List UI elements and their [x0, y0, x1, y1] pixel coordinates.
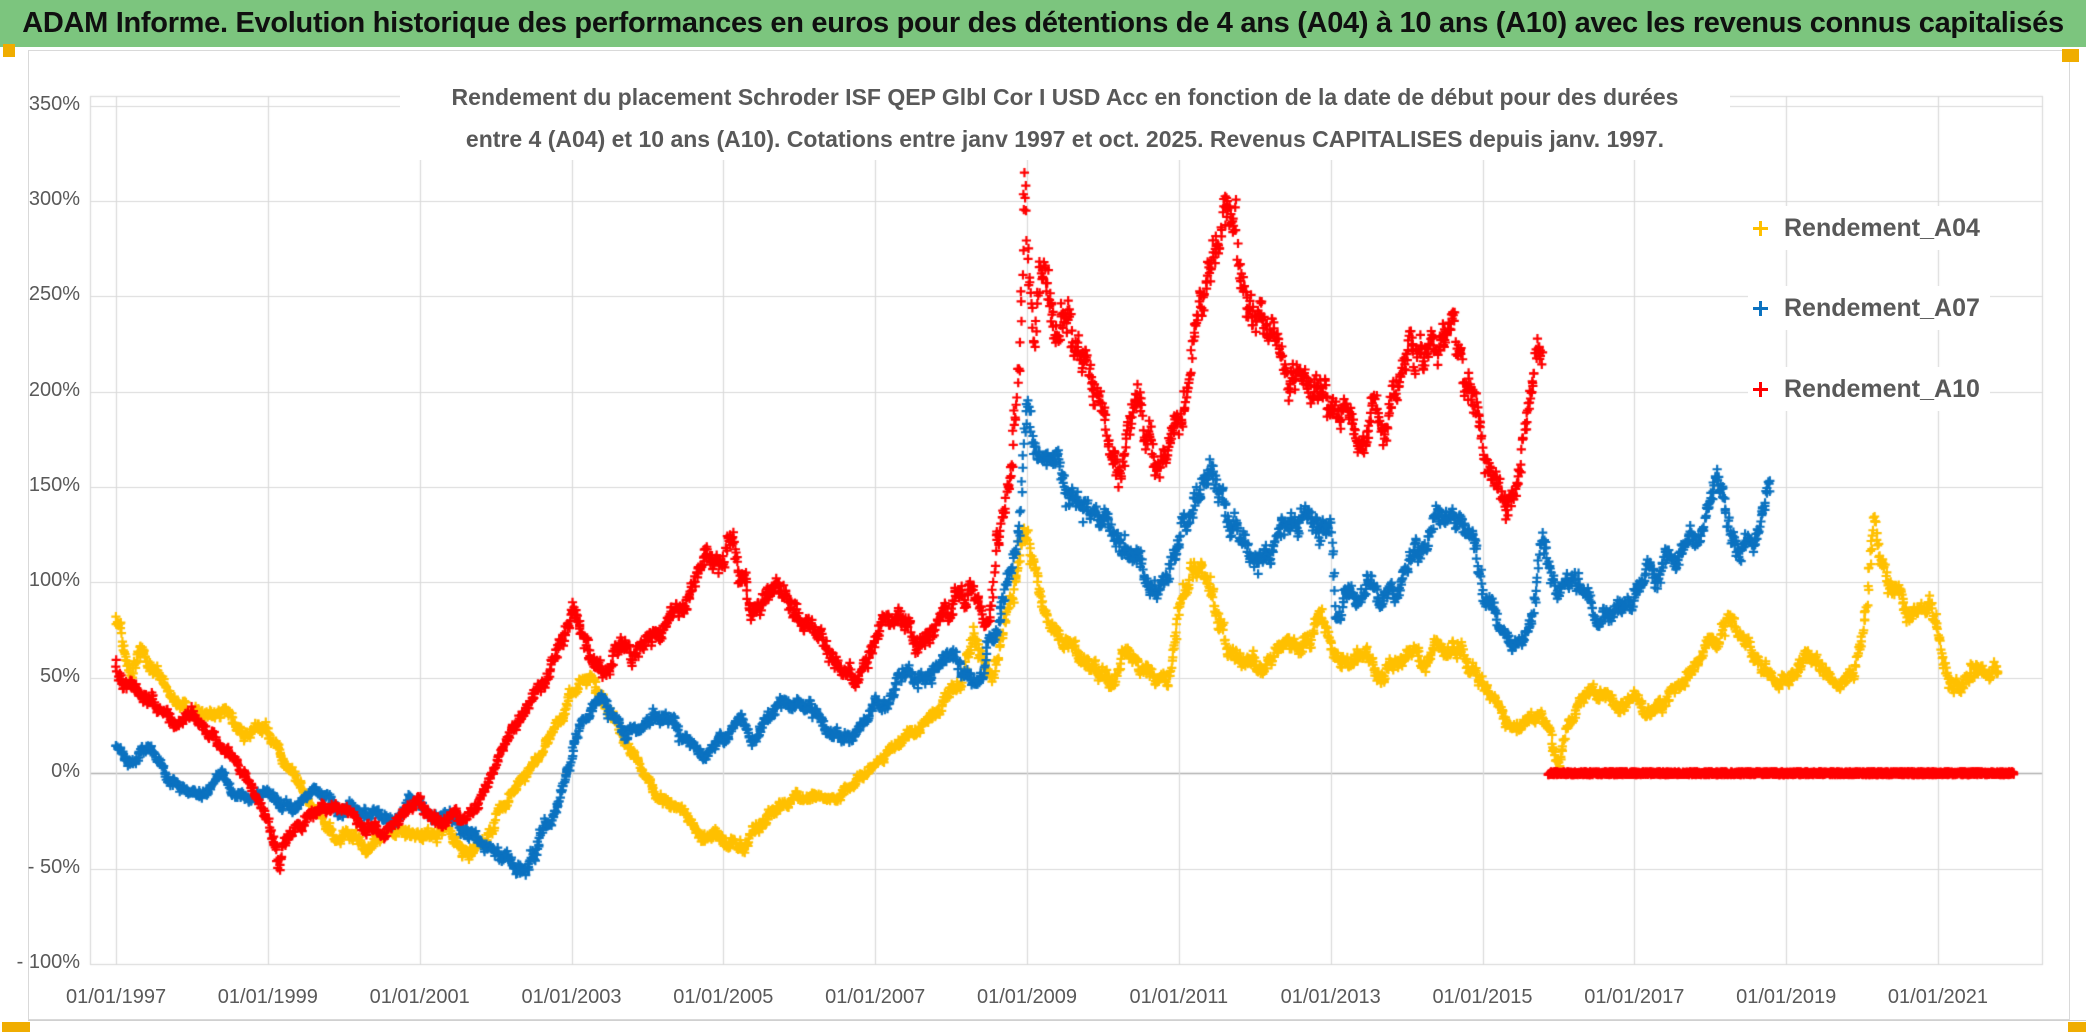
x-axis-tick-label: 01/01/2013	[1280, 986, 1381, 1008]
legend-item-a04[interactable]: Rendement_A04	[1748, 206, 1990, 250]
legend-label: Rendement_A10	[1784, 374, 1980, 403]
x-axis-tick-label: 01/01/2017	[1584, 986, 1685, 1008]
chart-title-line1: Rendement du placement Schroder ISF QEP …	[451, 84, 1679, 110]
y-axis-tick-label: 100%	[28, 569, 80, 592]
x-axis-tick-label: 01/01/2005	[673, 986, 774, 1008]
selection-handle-top-left[interactable]	[3, 44, 15, 57]
legend-item-a07[interactable]: Rendement_A07	[1748, 286, 1990, 330]
selection-handle-top-right[interactable]	[2062, 49, 2079, 62]
x-axis-tick-label: 01/01/1999	[217, 986, 318, 1008]
x-axis-tick-label: 01/01/2015	[1432, 986, 1533, 1008]
frame-bottom-line	[28, 1020, 2086, 1021]
legend-label: Rendement_A04	[1784, 213, 1980, 242]
y-axis-tick-label: 250%	[28, 283, 80, 306]
plus-marker-icon	[1752, 380, 1770, 398]
y-axis-tick-label: 350%	[28, 92, 80, 115]
y-axis-tick-label: 200%	[28, 378, 80, 401]
chart-title-line2: entre 4 (A04) et 10 ans (A10). Cotations…	[465, 126, 1665, 152]
y-axis-tick-label: 150%	[28, 474, 80, 497]
plus-marker-icon	[1752, 299, 1770, 317]
y-axis-tick-label: - 50%	[27, 855, 80, 878]
x-axis-tick-label: 01/01/2019	[1736, 986, 1837, 1008]
legend-item-a10[interactable]: Rendement_A10	[1748, 367, 1990, 411]
y-axis-tick-label: - 100%	[16, 951, 80, 973]
legend-label: Rendement_A07	[1784, 293, 1980, 322]
y-axis-tick-label: 300%	[28, 187, 80, 210]
x-axis-tick-label: 01/01/2009	[976, 986, 1078, 1008]
y-axis-tick-label: 0%	[51, 760, 80, 783]
x-axis-tick-label: 01/01/2003	[521, 986, 622, 1008]
x-axis-tick-label: 01/01/2007	[825, 986, 926, 1008]
x-axis-tick-label: 01/01/2011	[1129, 986, 1229, 1008]
x-axis-tick-label: 01/01/1997	[65, 986, 167, 1008]
plus-marker-icon	[1752, 219, 1770, 237]
x-axis-tick-label: 01/01/2021	[1887, 986, 1989, 1008]
selection-handle-bottom-left[interactable]	[2, 1022, 30, 1032]
x-axis-tick-label: 01/01/2001	[369, 986, 470, 1008]
y-axis-tick-label: 50%	[39, 664, 80, 687]
chart-title: Rendement du placement Schroder ISF QEP …	[400, 76, 1730, 160]
selection-handle-bottom-right[interactable]	[2068, 1022, 2086, 1032]
